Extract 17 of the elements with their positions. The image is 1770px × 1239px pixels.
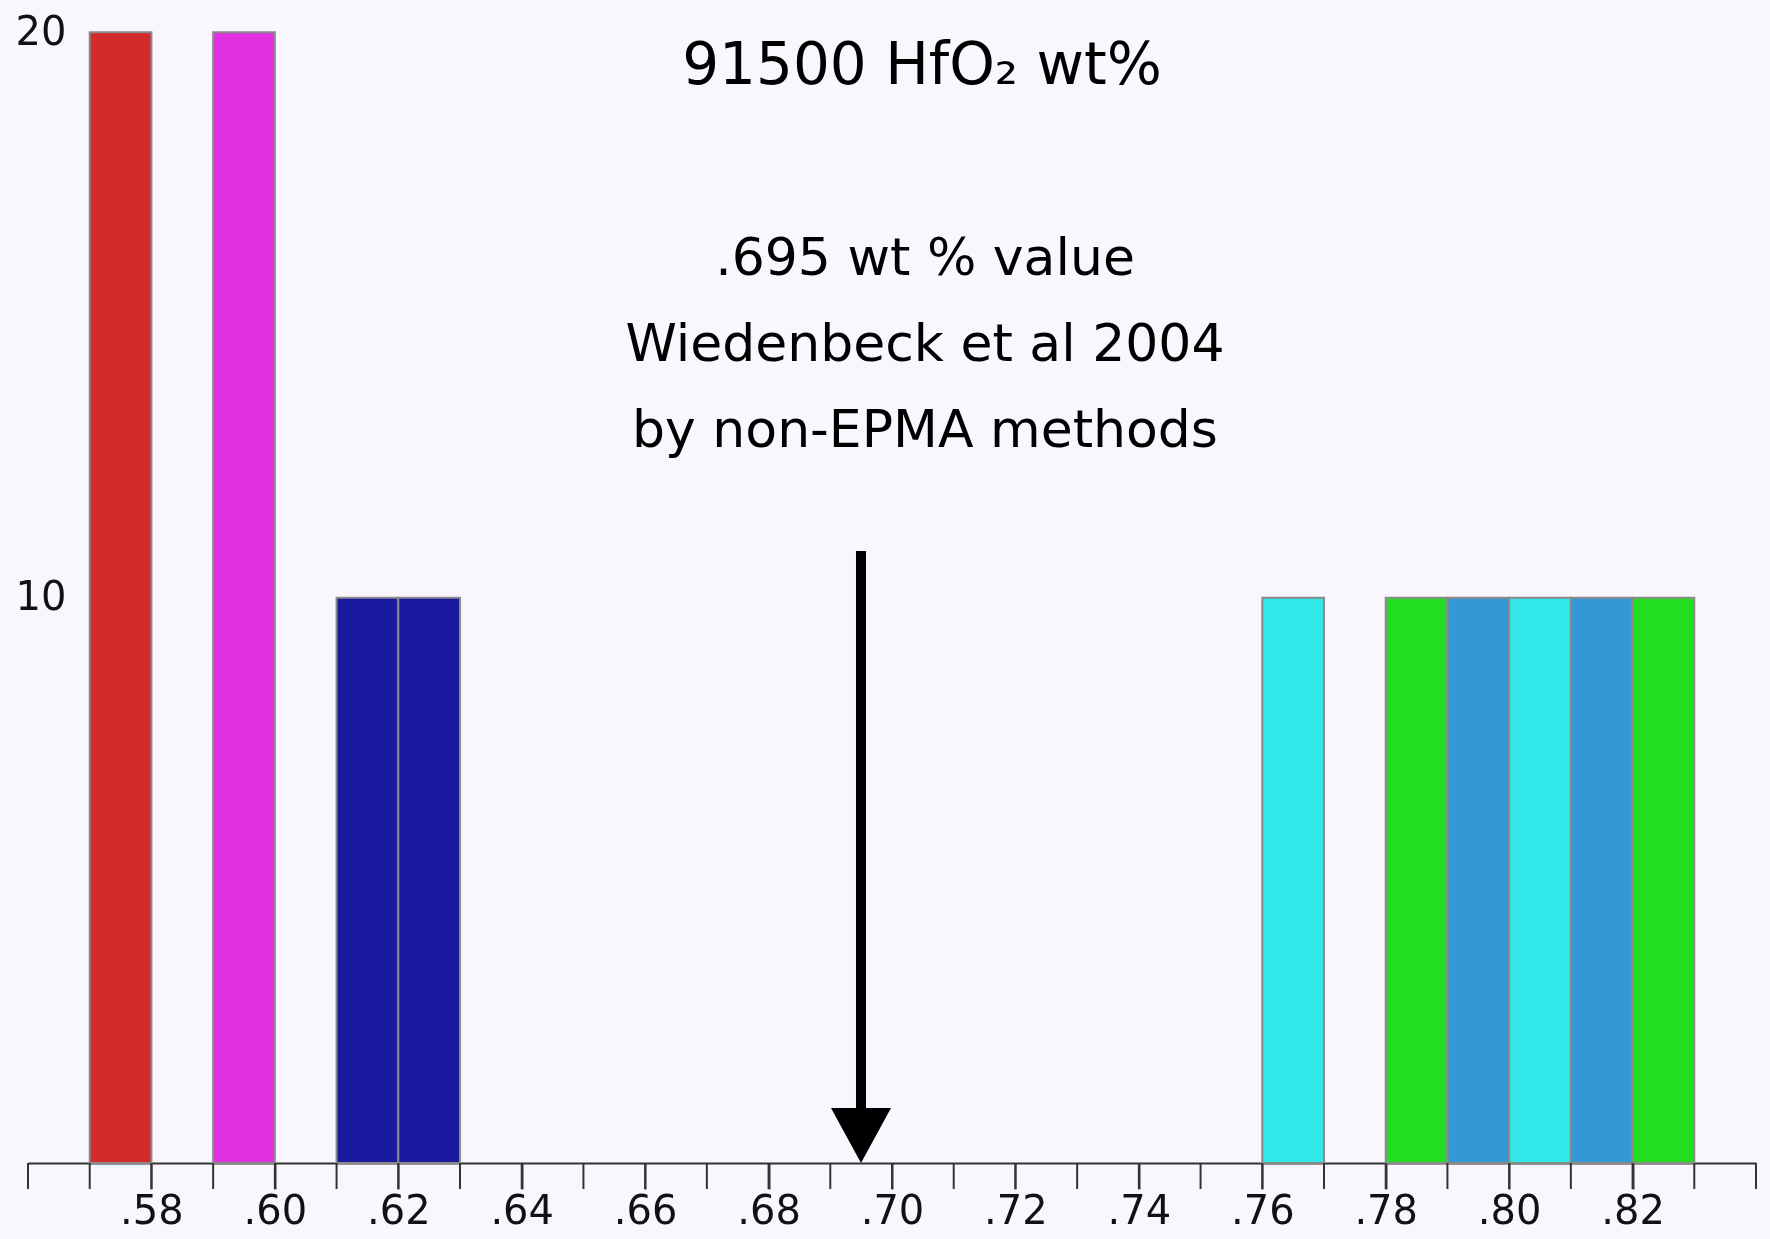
x-tick-label: .76 [1230, 1186, 1295, 1233]
x-tick-label: .60 [243, 1186, 308, 1233]
x-tick-label: .82 [1601, 1186, 1665, 1233]
x-tick-label: .70 [860, 1186, 925, 1233]
x-tick-label: .64 [490, 1186, 555, 1233]
x-tick-label: .72 [984, 1186, 1048, 1233]
x-tick-label: .62 [366, 1186, 431, 1233]
x-tick-label: .80 [1477, 1186, 1542, 1233]
annotation: .695 wt % value Wiedenbeck et al 2004 by non-EPMA methods [625, 227, 1225, 459]
x-tick-label: .58 [120, 1186, 184, 1233]
x-tick-label: .66 [613, 1186, 678, 1233]
y-tick-label: 20 [15, 7, 67, 54]
x-tick-label: .78 [1354, 1186, 1419, 1233]
y-tick-label: 10 [15, 573, 67, 620]
x-tick-label: .68 [737, 1186, 801, 1233]
x-tick-label: .74 [1107, 1186, 1172, 1233]
text: 91500 HfO₂ wt% [682, 30, 1162, 98]
